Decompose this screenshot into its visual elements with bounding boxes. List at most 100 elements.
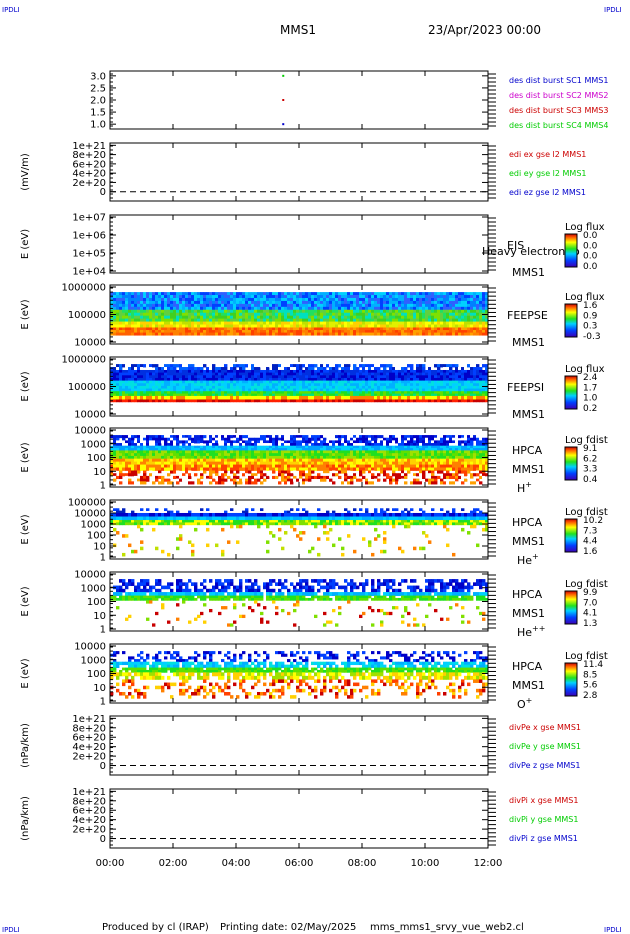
spectrogram-cell: [452, 450, 456, 454]
spectrogram-cell: [485, 437, 489, 441]
spectrogram-cell: [374, 399, 378, 403]
spectrogram-cell: [419, 380, 423, 384]
spectrogram-cell: [224, 318, 228, 322]
spectrogram-cell: [281, 380, 285, 384]
spectrogram-cell: [275, 455, 279, 460]
spectrogram-cell: [272, 306, 276, 311]
spectrogram-cell: [479, 448, 483, 451]
spectrogram-cell: [167, 455, 171, 460]
colorbar-value: 2.4: [583, 373, 598, 383]
spectrogram-cell: [440, 455, 444, 460]
spectrogram-cell: [311, 306, 315, 311]
spectrogram-cell: [461, 327, 465, 331]
spectrogram-cell: [335, 312, 339, 317]
spectrogram-cell: [470, 330, 474, 333]
spectrogram-cell: [203, 303, 207, 308]
spectrogram-cell: [323, 367, 327, 371]
spectrogram-cell: [452, 306, 456, 311]
spectrogram-cell: [365, 295, 369, 299]
spectrogram-cell: [290, 391, 294, 394]
spectrogram-cell: [155, 388, 159, 392]
spectrogram-cell: [296, 380, 300, 384]
spectrogram-cell: [314, 383, 318, 387]
spectrogram-cell: [179, 455, 183, 460]
spectrogram-cell: [473, 297, 477, 302]
spectrogram-cell: [233, 292, 237, 296]
spectrogram-cell: [212, 435, 216, 439]
y-tick-label: 1e+05: [72, 249, 106, 260]
spectrogram-cell: [359, 445, 363, 449]
spectrogram-cell: [131, 295, 135, 299]
spectrogram-cell: [185, 369, 189, 374]
spectrogram-cell: [227, 295, 231, 299]
spectrogram-cell: [239, 445, 243, 449]
spectrogram-cell: [128, 312, 132, 317]
spectrogram-cell: [347, 388, 351, 392]
spectrogram-cell: [353, 395, 357, 400]
spectrogram-cell: [296, 297, 300, 302]
spectrogram-cell: [128, 445, 132, 449]
spectrogram-cell: [467, 383, 471, 387]
spectrogram-cell: [281, 303, 285, 308]
spectrogram-cell: [365, 393, 369, 397]
spectrogram-cell: [137, 399, 141, 403]
spectrogram-cell: [395, 292, 399, 296]
spectrogram-cell: [131, 332, 135, 336]
spectrogram-cell: [293, 399, 297, 403]
spectrogram-cell: [203, 324, 207, 328]
spectrogram-cell: [425, 383, 429, 387]
spectrogram-cell: [446, 385, 450, 389]
spectrogram-cell: [260, 300, 264, 305]
spectrogram-cell: [383, 440, 387, 444]
spectrogram-cell: [251, 300, 255, 305]
colorbar-value: 0.3: [583, 322, 597, 332]
spectrogram-cell: [419, 448, 423, 451]
spectrogram-cell: [350, 303, 354, 308]
spectrogram-cell: [227, 440, 231, 444]
spectrogram-cell: [335, 455, 339, 460]
spectrogram-cell: [347, 448, 351, 451]
spectrogram-cell: [308, 318, 312, 322]
colorbar-value: 0.0: [583, 262, 598, 272]
spectrogram-cell: [314, 327, 318, 331]
spectrogram-cell: [278, 372, 282, 376]
spectrogram-cell: [203, 306, 207, 311]
spectrogram-cell: [257, 385, 261, 389]
spectrogram-cell: [260, 455, 264, 460]
spectrogram-cell: [116, 388, 120, 392]
spectrogram-cell: [197, 388, 201, 392]
spectrogram-cell: [161, 385, 165, 389]
spectrogram-cell: [185, 437, 189, 441]
spectrogram-cell: [371, 453, 375, 457]
spectrogram-cell: [428, 399, 432, 403]
spectrogram-cell: [473, 300, 477, 305]
spectrogram-cell: [482, 383, 486, 387]
spectrogram-cell: [116, 380, 120, 384]
spectrogram-cell: [224, 440, 228, 444]
spectrogram-cell: [110, 377, 114, 382]
spectrogram-cell: [458, 312, 462, 317]
spectrogram-cell: [317, 312, 321, 317]
spectrogram-cell: [443, 297, 447, 302]
spectrogram-cell: [392, 372, 396, 376]
spectrogram-cell: [269, 380, 273, 384]
spectrogram-cell: [230, 440, 234, 444]
spectrogram-cell: [383, 318, 387, 322]
spectrogram-cell: [314, 445, 318, 449]
spectrogram-cell: [464, 391, 468, 394]
spectrogram-cell: [278, 300, 282, 305]
spectrogram-cell: [377, 303, 381, 308]
spectrogram-cell: [269, 448, 273, 451]
spectrogram-cell: [419, 295, 423, 299]
spectrogram-cell: [389, 292, 393, 296]
spectrogram-cell: [485, 297, 489, 302]
spectrogram-cell: [311, 448, 315, 451]
spectrogram-cell: [254, 375, 258, 379]
spectrogram-cell: [137, 435, 141, 439]
spectrogram-cell: [362, 297, 366, 302]
spectrogram-cell: [386, 383, 390, 387]
spectrogram-cell: [428, 367, 432, 371]
spectrogram-cell: [485, 369, 489, 374]
spectrogram-cell: [443, 443, 447, 447]
